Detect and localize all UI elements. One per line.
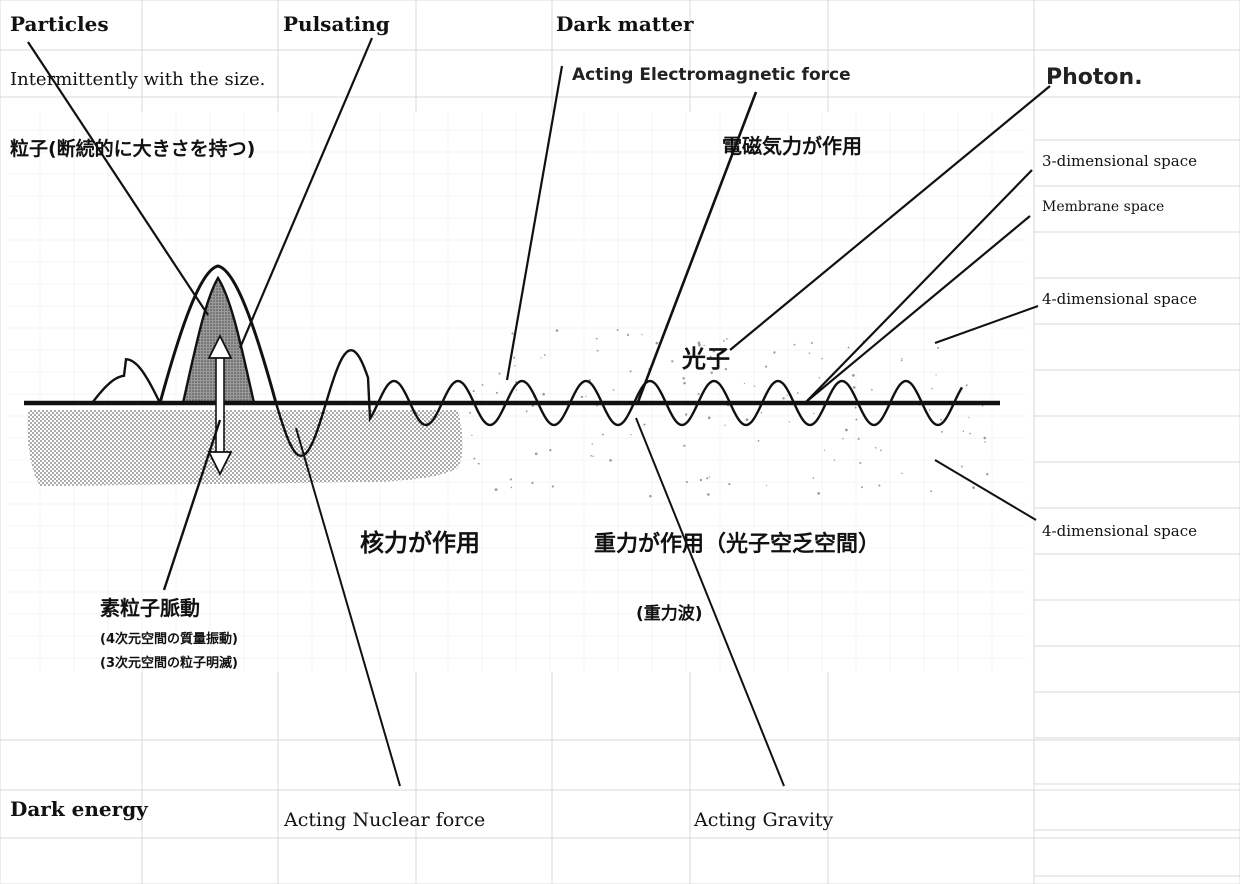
label-dark-matter: Dark matter	[556, 12, 694, 36]
leader-gravity	[635, 417, 785, 787]
label-pulse-sub1: (4次元空間の質量振動)	[100, 631, 238, 647]
leader-pulsating	[238, 37, 374, 349]
label-em-jp: 電磁気力が作用	[722, 134, 862, 158]
label-dark-energy: Dark energy	[10, 797, 149, 821]
label-4d-upper: 4-dimensional space	[1042, 290, 1197, 308]
label-gravity-jp: 重力が作用（光子空乏空間）	[594, 531, 880, 557]
leader-pulse	[162, 419, 222, 591]
label-gravity-wave-jp: (重力波)	[636, 603, 703, 624]
particle-peak-inner	[181, 275, 256, 404]
leader-lines	[27, 37, 1051, 787]
label-3d-space: 3-dimensional space	[1042, 152, 1197, 170]
label-photon: Photon.	[1046, 65, 1143, 90]
leader-nuclear	[295, 427, 401, 787]
leader-membrane	[805, 215, 1031, 403]
leader-particles	[27, 41, 209, 316]
leader-4d-upper	[934, 305, 1039, 344]
label-pulsating: Pulsating	[283, 12, 390, 36]
label-particle-jp: 粒子(断続的に大きさを持つ)	[10, 137, 255, 160]
wave-path	[91, 349, 964, 457]
label-acting-gravity: Acting Gravity	[693, 809, 834, 831]
leader-photon	[729, 85, 1051, 351]
label-pulse-sub2: (3次元空間の粒子明滅)	[100, 655, 238, 671]
label-membrane: Membrane space	[1042, 199, 1164, 215]
label-intermittent: Intermittently with the size.	[10, 69, 265, 90]
pulsation-arrow	[207, 333, 233, 477]
leader-em	[636, 91, 758, 403]
label-pulse-jp: 素粒子脈動	[100, 596, 200, 620]
label-4d-lower: 4-dimensional space	[1042, 522, 1197, 540]
label-photon-jp: 光子	[681, 345, 730, 373]
leader-dark-matter	[505, 65, 564, 381]
leader-3d-space	[805, 169, 1033, 403]
stippled-space-region	[27, 410, 463, 486]
label-nuclear-jp: 核力が作用	[360, 529, 480, 557]
label-particles: Particles	[10, 12, 109, 36]
label-acting-nuclear: Acting Nuclear force	[283, 809, 485, 831]
leader-4d-lower	[934, 459, 1037, 521]
particle-peak-outer	[158, 264, 278, 404]
label-acting-em: Acting Electromagnetic force	[572, 65, 851, 85]
